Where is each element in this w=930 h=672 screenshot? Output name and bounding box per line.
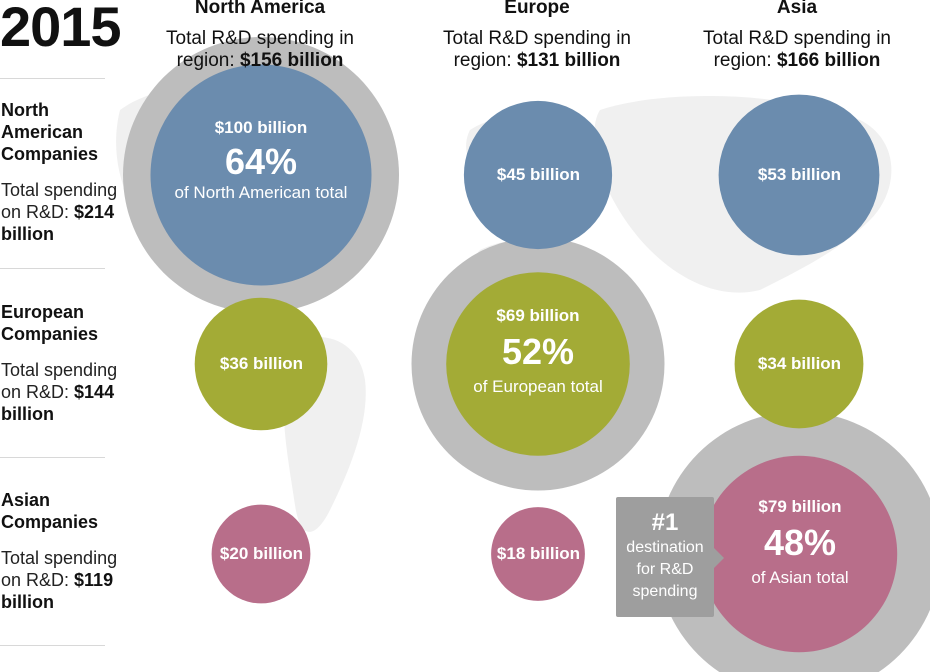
row-title-european-companies: European Companies bbox=[1, 302, 99, 344]
bubble-percent: 52% bbox=[501, 331, 575, 372]
bubble-eu-companies-europe bbox=[446, 272, 630, 456]
bubble-label-na-companies-north-america: $100 billion 64% of North American total bbox=[166, 118, 356, 203]
bubble-percent-label: of North American total bbox=[174, 183, 348, 202]
bubble-eu-companies-north-america bbox=[194, 297, 328, 431]
column-subheader-europe: Total R&D spending in region: $131 billi… bbox=[443, 28, 631, 71]
bubble-label-as-companies-north-america: $20 billion bbox=[219, 544, 304, 563]
bubble-amount: $69 billion bbox=[496, 306, 580, 325]
bubble-label-as-companies-europe: $18 billion bbox=[496, 544, 581, 563]
bubble-label-na-companies-europe: $45 billion bbox=[496, 165, 581, 184]
bubble-percent: 48% bbox=[763, 522, 837, 563]
callout-number: #1 bbox=[651, 509, 679, 536]
bubble-percent-label: of European total bbox=[473, 377, 603, 396]
row-title-asian-companies: Asian Companies bbox=[1, 490, 99, 532]
column-header-europe: Europe bbox=[504, 0, 570, 18]
callout-arrow bbox=[714, 548, 724, 568]
top-destination-callout: #1 destination for R&D spending bbox=[616, 497, 714, 617]
column-header-north-america: North America bbox=[194, 0, 326, 18]
row-divider bbox=[0, 457, 105, 458]
column-subheader-asia: Total R&D spending in region: $166 billi… bbox=[703, 28, 891, 71]
bubble-na-companies-europe bbox=[463, 100, 613, 250]
bubble-percent: 64% bbox=[224, 141, 298, 182]
column-header-asia: Asia bbox=[776, 0, 818, 18]
bubble-label-as-companies-asia: $79 billion 48% of Asian total bbox=[720, 497, 880, 588]
bubble-label-eu-companies-europe: $69 billion 52% of European total bbox=[453, 306, 623, 397]
bubble-eu-companies-asia bbox=[734, 299, 864, 429]
column-subheader-north-america: Total R&D spending in region: $156 billi… bbox=[166, 28, 354, 71]
bubble-na-companies-asia bbox=[718, 94, 880, 256]
bubble-label-eu-companies-north-america: $36 billion bbox=[219, 354, 304, 373]
bubble-amount: $100 billion bbox=[214, 118, 308, 137]
bubble-amount: $79 billion bbox=[758, 497, 842, 516]
bubble-label-eu-companies-asia: $34 billion bbox=[757, 354, 842, 373]
bubble-as-companies-europe bbox=[491, 507, 585, 601]
bubble-as-companies-north-america bbox=[211, 504, 311, 604]
row-divider bbox=[0, 645, 105, 646]
row-subtitle-north-american-companies: Total spending on R&D: $214 billion bbox=[1, 180, 118, 244]
callout-label: destination for R&D spending bbox=[626, 539, 704, 600]
row-subtitle-asian-companies: Total spending on R&D: $119 billion bbox=[1, 548, 118, 612]
row-divider bbox=[0, 78, 105, 79]
bubble-as-companies-asia bbox=[700, 455, 898, 653]
year-title: 2015 bbox=[0, 0, 122, 58]
row-title-north-american-companies: North American Companies bbox=[1, 100, 99, 164]
bubble-na-companies-north-america bbox=[150, 64, 372, 286]
bubble-label-na-companies-asia: $53 billion bbox=[757, 165, 842, 184]
row-divider bbox=[0, 268, 105, 269]
row-subtitle-european-companies: Total spending on R&D: $144 billion bbox=[1, 360, 118, 424]
bubble-percent-label: of Asian total bbox=[751, 568, 849, 587]
